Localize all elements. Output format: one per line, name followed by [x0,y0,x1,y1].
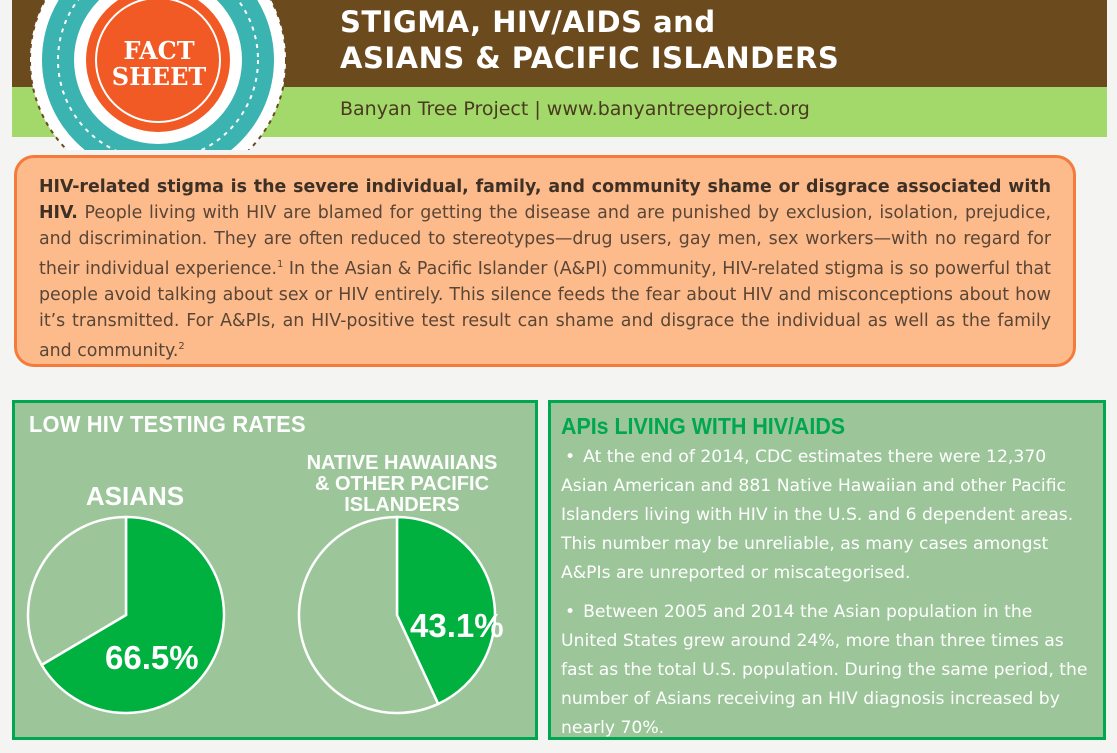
intro-bold-lead: HIV-related stigma is the severe individ… [39,177,1051,223]
living-bullet-2-text: Between 2005 and 2014 the Asian populati… [561,602,1088,738]
intro-ref1: 1 [276,259,284,270]
pie-asians [26,515,226,715]
fact-sheet-badge-icon [29,0,287,150]
intro-box: HIV-related stigma is the severe individ… [14,155,1076,367]
testing-panel: LOW HIV TESTING RATES ASIANS NATIVE HAWA… [12,400,538,740]
nhpi-label-line1: NATIVE HAWAIIANS [306,452,498,474]
asians-label: ASIANS [85,481,185,511]
intro-text: HIV-related stigma is the severe individ… [39,174,1051,364]
title-line-1: STIGMA, HIV/AIDS and [340,5,716,39]
title-line-2: ASIANS & PACIFIC ISLANDERS [340,41,840,75]
pie-nhpi-slice-1 [297,515,440,715]
intro-text-part2: In the Asian & Pacific Islander (A&PI) c… [39,258,1051,361]
pie-asians-slice-0 [39,515,226,715]
pie-asians-slice-1 [26,515,128,667]
intro-ref2: 2 [178,340,185,352]
badge-line-2: SHEET [111,62,207,91]
nhpi-label-line3: ISLANDERS [344,494,460,516]
pie-nhpi [297,515,497,715]
badge-text: FACT SHEET [100,38,218,90]
org-line: Banyan Tree Project | www.banyantreeproj… [340,98,810,120]
living-bullet-1-text: At the end of 2014, CDC estimates there … [561,447,1074,583]
living-bullets: • At the end of 2014, CDC estimates there… [561,443,1089,753]
nhpi-label: NATIVE HAWAIIANS & OTHER PACIFIC ISLANDE… [287,453,517,516]
living-bullet-1: • At the end of 2014, CDC estimates there… [561,447,1074,583]
page-title: STIGMA, HIV/AIDS and ASIANS & PACIFIC IS… [340,4,839,76]
badge-line-1: FACT [123,36,195,65]
nhpi-label-line2: & OTHER PACIFIC [314,473,490,495]
living-panel-title: APIs LIVING WITH HIV/AIDS [561,413,846,439]
pie-charts [26,515,497,715]
living-panel: APIs LIVING WITH HIV/AIDS • At the end of… [548,400,1106,740]
nhpi-pct-label: 43.1% [410,607,504,644]
living-bullet-2: • Between 2005 and 2014 the Asian populat… [561,602,1088,738]
intro-text-part1: People living with HIV are blamed for ge… [39,203,1051,279]
asians-pct-label: 66.5% [105,639,199,676]
testing-panel-title: LOW HIV TESTING RATES [29,411,306,437]
pie-nhpi-slice-0 [395,515,497,706]
